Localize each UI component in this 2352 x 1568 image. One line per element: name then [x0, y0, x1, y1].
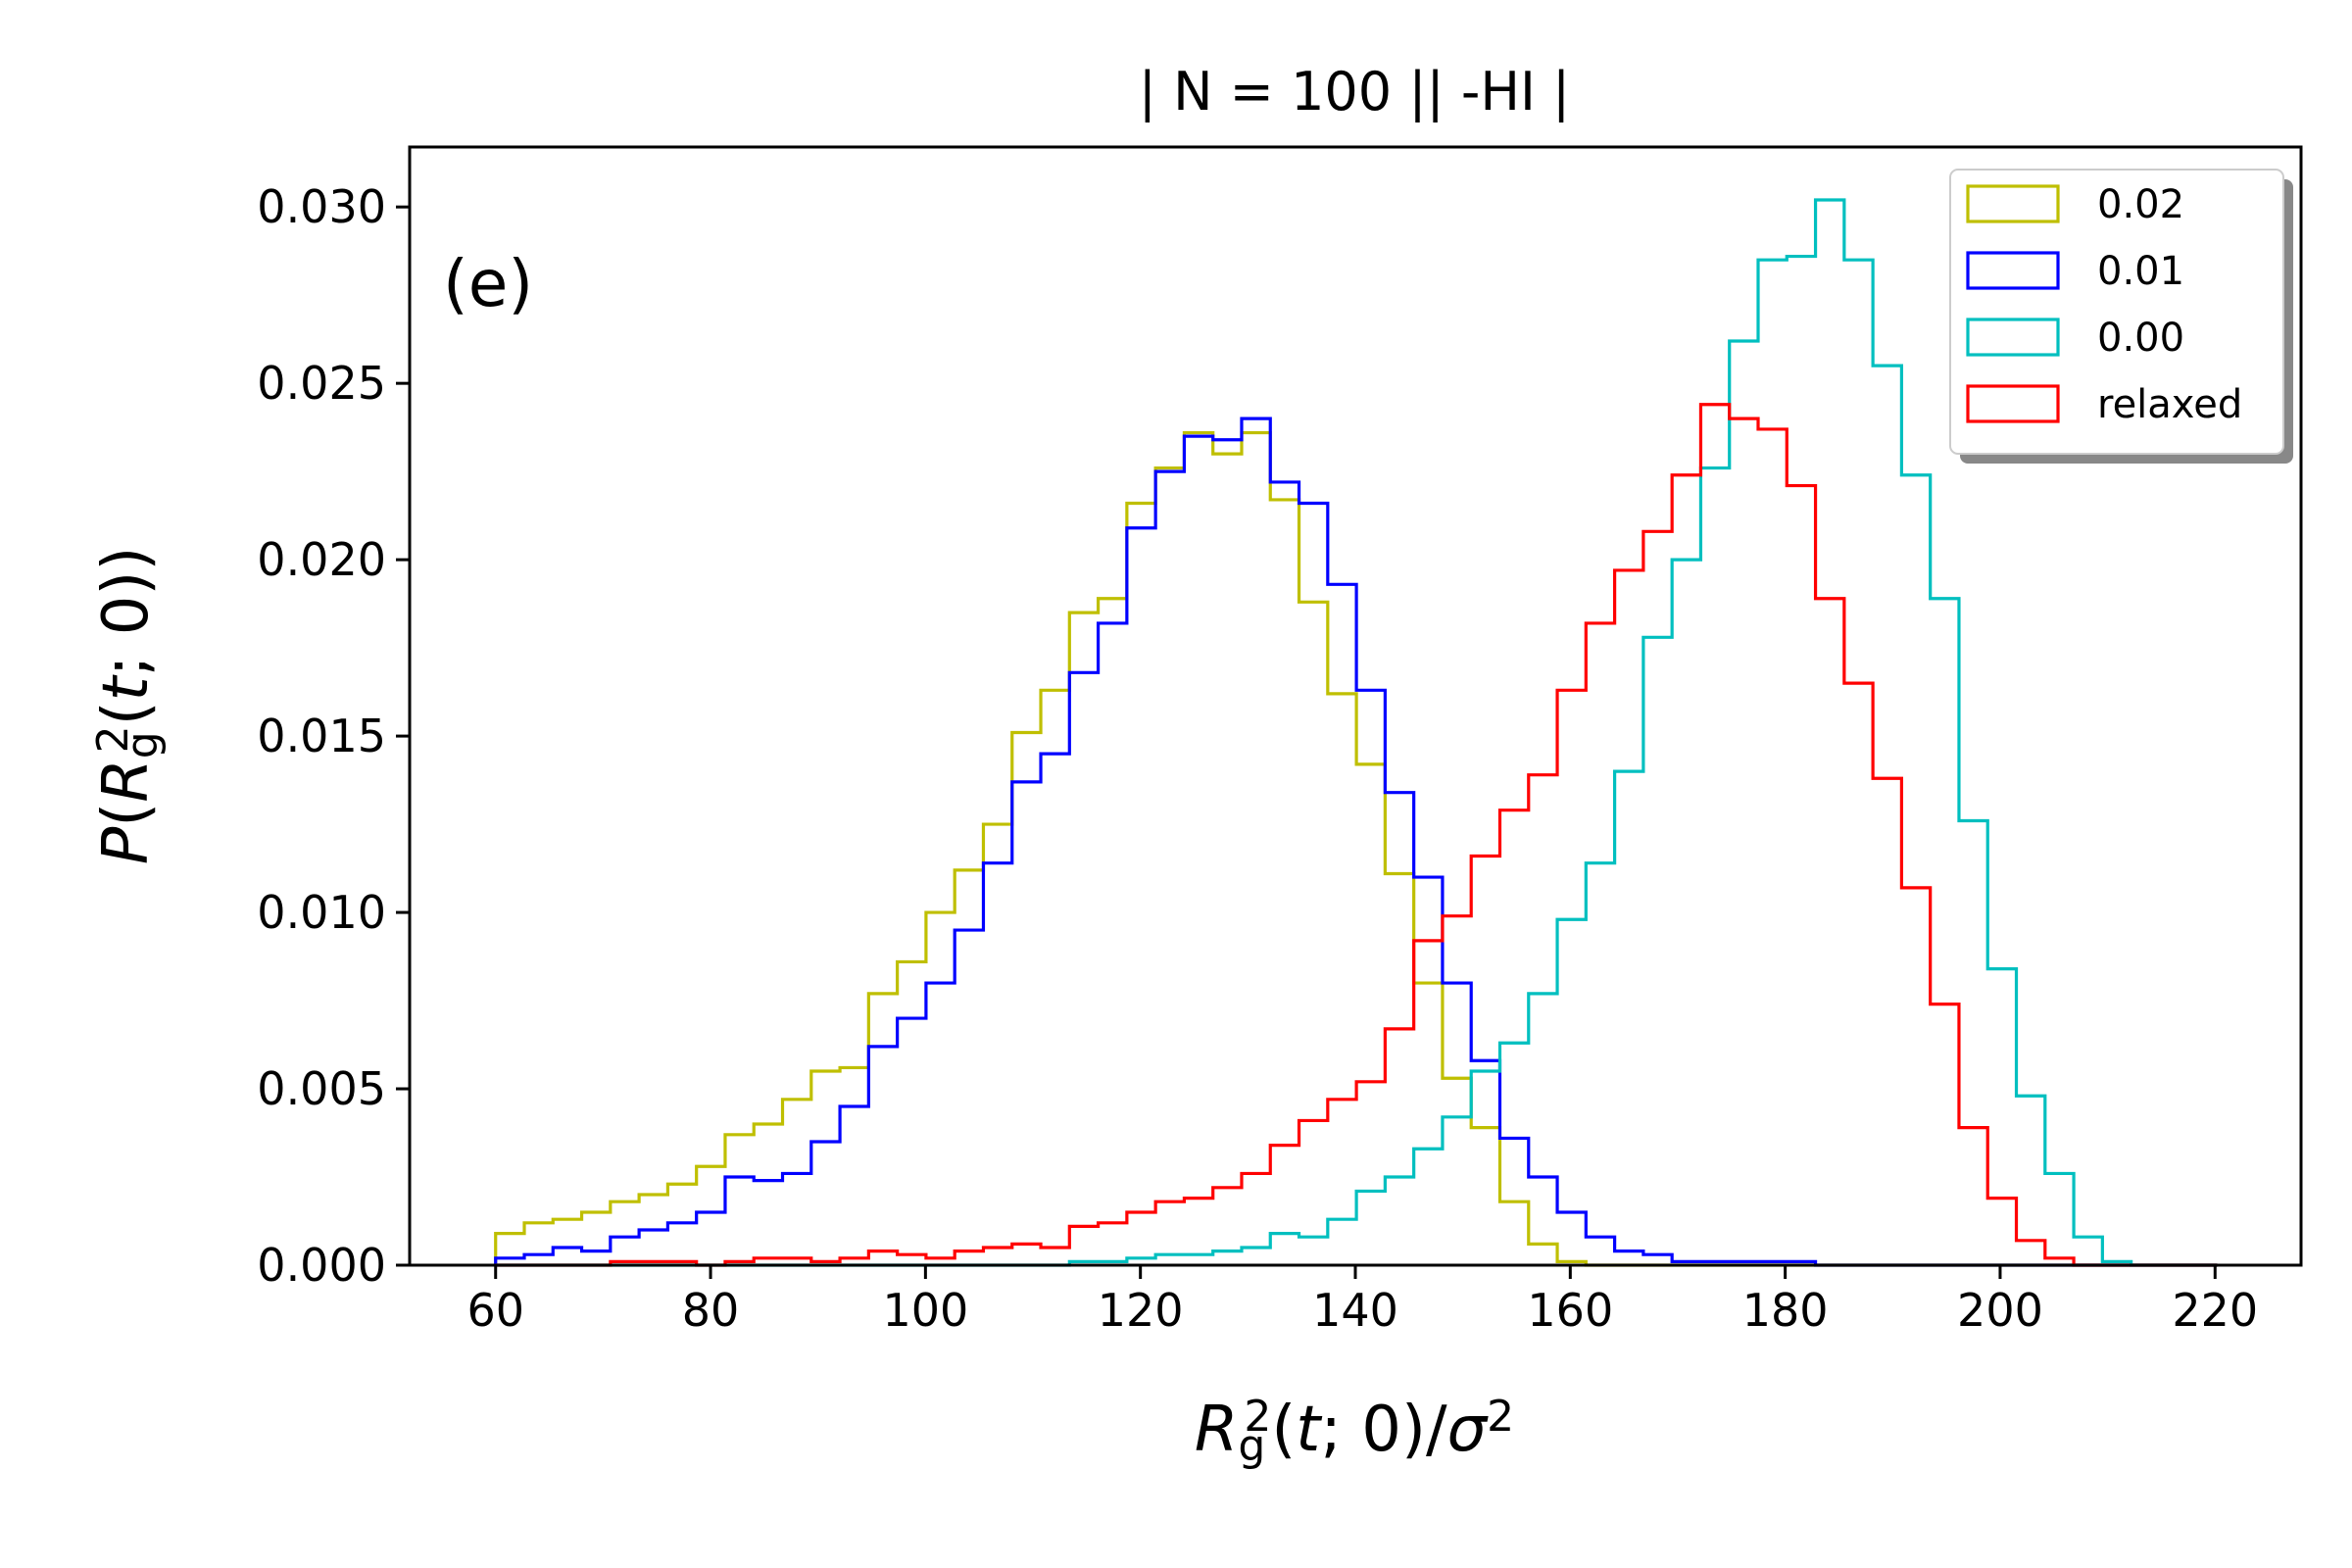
- legend-label: 0.02: [2097, 182, 2184, 227]
- legend-label: relaxed: [2097, 382, 2242, 427]
- x-tick-label: 140: [1312, 1284, 1398, 1337]
- legend: 0.02 0.01 0.00 relaxed: [1949, 169, 2293, 464]
- y-tick-label: 0.000: [257, 1239, 386, 1292]
- histogram-series-relaxed: [495, 403, 2218, 1267]
- legend-swatch: [1966, 384, 2060, 423]
- x-axis-label: Rg2(t; 0)/σ2: [1195, 1392, 1514, 1470]
- legend-swatch: [1966, 184, 2060, 223]
- x-tick-label: 120: [1098, 1284, 1184, 1337]
- x-tick-label: 60: [466, 1284, 524, 1337]
- svg-text:P(Rg2(t; 0)): P(Rg2(t; 0)): [88, 547, 167, 865]
- x-tick-label: 160: [1527, 1284, 1613, 1337]
- y-tick-label: 0.010: [257, 886, 386, 939]
- x-axis: 60 80 100 120 140 160 180 200 220: [466, 1265, 2258, 1337]
- x-tick-label: 220: [2172, 1284, 2258, 1337]
- histogram-series-0.01: [494, 416, 2218, 1267]
- panel-label: (e): [443, 246, 533, 321]
- y-tick-label: 0.030: [257, 180, 386, 233]
- x-tick-label: 180: [1742, 1284, 1829, 1337]
- x-tick-label: 200: [1957, 1284, 2043, 1337]
- legend-swatch: [1966, 318, 2060, 357]
- legend-swatch: [1966, 251, 2060, 290]
- legend-label: 0.01: [2097, 249, 2184, 294]
- y-tick-label: 0.015: [257, 710, 386, 762]
- histogram-series-0.02: [494, 430, 2218, 1267]
- x-tick-label: 80: [682, 1284, 740, 1337]
- legend-items: 0.02 0.01 0.00 relaxed: [1966, 182, 2242, 427]
- y-tick-label: 0.020: [257, 533, 386, 586]
- svg-text:Rg2(t; 0)/σ2: Rg2(t; 0)/σ2: [1195, 1392, 1514, 1470]
- legend-label: 0.00: [2097, 316, 2184, 361]
- legend-box: [1949, 169, 2284, 455]
- y-tick-label: 0.025: [257, 357, 386, 410]
- x-tick-label: 100: [882, 1284, 968, 1337]
- y-axis: 0.000 0.005 0.010 0.015 0.020 0.025 0.030: [257, 180, 410, 1292]
- y-axis-label: P(Rg2(t; 0)): [88, 547, 167, 865]
- y-tick-label: 0.005: [257, 1062, 386, 1115]
- chart-title: | N = 100 || -HI |: [1139, 61, 1571, 122]
